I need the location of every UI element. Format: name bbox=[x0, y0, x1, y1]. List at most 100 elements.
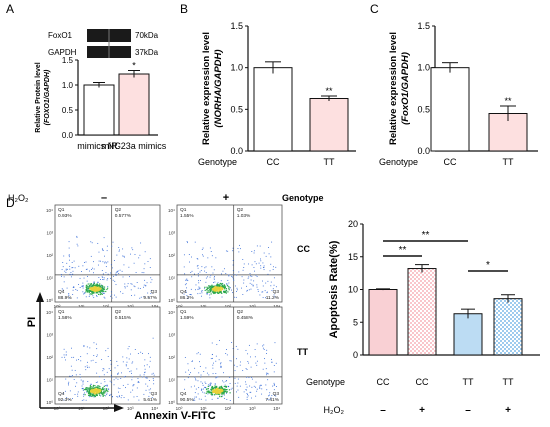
flow-event bbox=[212, 287, 214, 289]
flow-event bbox=[197, 288, 199, 290]
flow-event bbox=[150, 293, 152, 295]
flow-event bbox=[139, 374, 141, 376]
flow-event bbox=[96, 393, 98, 395]
flow-event bbox=[96, 391, 98, 393]
flow-event bbox=[107, 285, 109, 287]
flow-event bbox=[199, 361, 200, 363]
flow-event bbox=[63, 281, 65, 283]
flow-event bbox=[102, 292, 104, 294]
flow-event bbox=[271, 361, 273, 363]
flow-event bbox=[88, 389, 90, 391]
flow-event bbox=[211, 266, 213, 268]
flow-event bbox=[130, 289, 132, 291]
flow-event bbox=[242, 294, 244, 295]
flow-event bbox=[237, 348, 239, 350]
flow-event bbox=[205, 272, 207, 274]
flow-event bbox=[275, 286, 277, 288]
flow-event bbox=[215, 386, 217, 388]
flow-event bbox=[152, 372, 154, 374]
flow-event bbox=[99, 376, 101, 378]
flow-event bbox=[209, 247, 211, 249]
flow-event bbox=[251, 251, 253, 252]
flow-event bbox=[215, 388, 217, 390]
blot-size-70: 70kDa bbox=[135, 31, 159, 40]
flow-event bbox=[184, 388, 185, 390]
flow-event bbox=[198, 288, 200, 290]
flow-event bbox=[247, 353, 249, 355]
category-label: TT bbox=[503, 157, 514, 167]
flow-event bbox=[79, 277, 81, 279]
flow-event bbox=[211, 398, 213, 400]
flow-event bbox=[211, 387, 213, 389]
flow-event bbox=[75, 385, 76, 387]
flow-event bbox=[234, 285, 236, 287]
flow-event bbox=[81, 271, 82, 272]
flow-event bbox=[103, 237, 105, 239]
flow-event bbox=[79, 376, 81, 378]
flow-event bbox=[256, 284, 258, 286]
flow-event bbox=[149, 392, 151, 394]
bar bbox=[83, 84, 115, 136]
flow-event bbox=[95, 387, 97, 390]
flow-event bbox=[260, 260, 262, 262]
flow-event bbox=[101, 290, 103, 293]
flow-event bbox=[137, 353, 139, 355]
flow-event bbox=[186, 279, 188, 281]
flow-event bbox=[96, 295, 98, 296]
flow-event bbox=[138, 257, 140, 259]
flow-event bbox=[101, 290, 103, 292]
quadrant-q1: Q1 1.55% bbox=[180, 207, 194, 219]
flow-event bbox=[220, 385, 223, 387]
flow-event bbox=[221, 282, 223, 285]
flow-event bbox=[65, 351, 67, 353]
flow-event bbox=[216, 290, 218, 292]
flow-event bbox=[213, 277, 215, 279]
quadrant-q3: Q3 9.57% bbox=[143, 289, 157, 301]
flow-event bbox=[85, 285, 87, 287]
flow-event bbox=[213, 390, 215, 392]
flow-event bbox=[187, 297, 189, 299]
flow-event bbox=[196, 258, 198, 259]
flow-event bbox=[93, 392, 95, 395]
flow-event bbox=[225, 380, 227, 382]
flow-event bbox=[102, 394, 104, 396]
flow-event bbox=[89, 385, 92, 387]
flow-event bbox=[98, 390, 100, 392]
flow-event bbox=[144, 371, 146, 373]
flow-event bbox=[96, 288, 98, 290]
flow-event bbox=[87, 286, 89, 288]
flow-event bbox=[273, 371, 275, 373]
flow-event bbox=[208, 291, 210, 293]
flow-event bbox=[131, 376, 133, 378]
treatment-label: – bbox=[465, 405, 471, 416]
flow-event bbox=[65, 354, 67, 356]
flow-event bbox=[232, 292, 234, 294]
flow-event bbox=[232, 260, 234, 261]
flow-event bbox=[199, 280, 201, 282]
flow-event bbox=[259, 245, 261, 247]
flow-event bbox=[213, 388, 215, 391]
flow-event bbox=[122, 248, 124, 250]
flow-event bbox=[216, 389, 218, 392]
flow-event bbox=[127, 368, 129, 370]
flow-event bbox=[110, 295, 112, 297]
flow-event bbox=[84, 292, 86, 294]
flow-event bbox=[249, 282, 251, 284]
flow-event bbox=[203, 386, 205, 388]
flow-event bbox=[202, 382, 203, 384]
treatment-axis-label: H₂O₂ bbox=[324, 405, 345, 415]
flow-event bbox=[90, 360, 92, 362]
bar bbox=[368, 289, 398, 356]
flow-event bbox=[90, 383, 92, 385]
flow-event bbox=[86, 390, 88, 392]
flow-event bbox=[68, 381, 70, 383]
flow-event bbox=[223, 392, 225, 394]
flow-event bbox=[222, 391, 224, 394]
flow-event bbox=[90, 396, 92, 397]
flow-event bbox=[270, 281, 272, 283]
flow-event bbox=[124, 286, 126, 288]
flow-event bbox=[84, 262, 85, 263]
flow-event bbox=[246, 398, 248, 400]
flow-event bbox=[194, 241, 196, 243]
flow-event bbox=[68, 293, 70, 295]
